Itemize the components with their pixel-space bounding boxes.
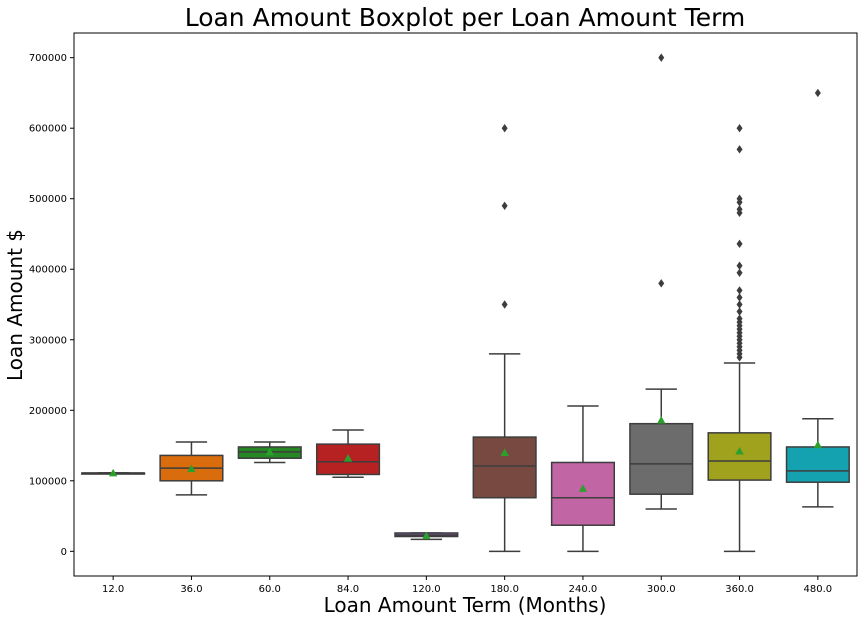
box-180.0 <box>472 124 537 553</box>
y-tick-label: 100000 <box>29 476 67 487</box>
outlier-point <box>736 124 743 133</box>
outlier-point <box>736 145 743 154</box>
x-tick-label: 360.0 <box>725 584 754 595</box>
x-axis-label: Loan Amount Term (Months) <box>324 593 607 617</box>
y-tick-label: 300000 <box>29 335 67 346</box>
y-tick-label: 700000 <box>29 53 67 64</box>
iqr-box <box>629 422 694 495</box>
box-84.0 <box>315 429 381 479</box>
outlier-point <box>736 268 743 277</box>
outlier-point <box>501 300 508 309</box>
x-tick-label: 36.0 <box>180 584 202 595</box>
outlier-point <box>814 88 821 98</box>
box-series <box>81 53 850 553</box>
x-tick-label: 120.0 <box>412 584 441 595</box>
mean-marker <box>422 531 431 540</box>
outlier-point <box>736 194 743 203</box>
box-240.0 <box>550 405 616 553</box>
y-axis: 0 100000 200000 300000 400000 500000 600000 700… <box>29 53 74 558</box>
outlier-point <box>736 286 743 295</box>
x-tick-label: 240.0 <box>569 584 598 595</box>
box-36.0 <box>159 441 224 496</box>
outlier-point <box>736 239 743 249</box>
iqr-box <box>785 446 850 483</box>
outlier-point <box>736 307 743 316</box>
box-60.0 <box>237 441 302 464</box>
box-12.0 <box>81 468 146 477</box>
outlier-point <box>658 279 665 288</box>
mean-marker <box>343 454 353 462</box>
mean-marker <box>265 447 274 456</box>
x-tick-label: 60.0 <box>259 584 281 595</box>
mean-marker <box>813 440 823 449</box>
outlier-point <box>736 300 743 309</box>
x-tick-label: 480.0 <box>804 584 833 595</box>
x-tick-label: 84.0 <box>337 584 359 595</box>
y-axis-label: Loan Amount $ <box>3 229 27 381</box>
outlier-point <box>736 293 743 302</box>
iqr-box <box>472 436 537 499</box>
box-480.0 <box>785 88 850 508</box>
mean-marker <box>735 446 744 455</box>
mean-marker <box>187 464 196 473</box>
outlier-point <box>501 201 508 210</box>
iqr-box <box>707 432 772 481</box>
iqr-box <box>550 461 616 526</box>
y-tick-label: 400000 <box>29 265 67 276</box>
x-axis: 12.0 36.0 60.0 84.0 120.0 180.0 240.0 300.0 360.… <box>102 576 832 595</box>
y-tick-label: 600000 <box>29 124 67 135</box>
mean-marker <box>108 468 118 477</box>
plot-frame <box>73 32 858 577</box>
outlier-point <box>501 124 508 133</box>
y-tick-label: 500000 <box>29 194 67 205</box>
chart-title: Loan Amount Boxplot per Loan Amount Term <box>185 3 746 32</box>
box-360.0 <box>707 124 772 553</box>
y-tick-label: 0 <box>61 547 67 558</box>
plot-area <box>73 32 858 577</box>
outlier-point <box>658 53 665 62</box>
mean-marker <box>657 415 666 424</box>
outlier-point <box>736 314 743 323</box>
box-300.0 <box>629 53 694 510</box>
mean-marker <box>578 484 588 492</box>
box-120.0 <box>394 531 459 541</box>
outlier-point <box>736 205 743 214</box>
outlier-point <box>736 261 743 270</box>
mean-marker <box>500 448 509 456</box>
x-tick-label: 180.0 <box>490 584 519 595</box>
x-tick-label: 300.0 <box>647 584 676 595</box>
x-tick-label: 12.0 <box>102 584 124 595</box>
y-tick-label: 200000 <box>29 406 67 417</box>
